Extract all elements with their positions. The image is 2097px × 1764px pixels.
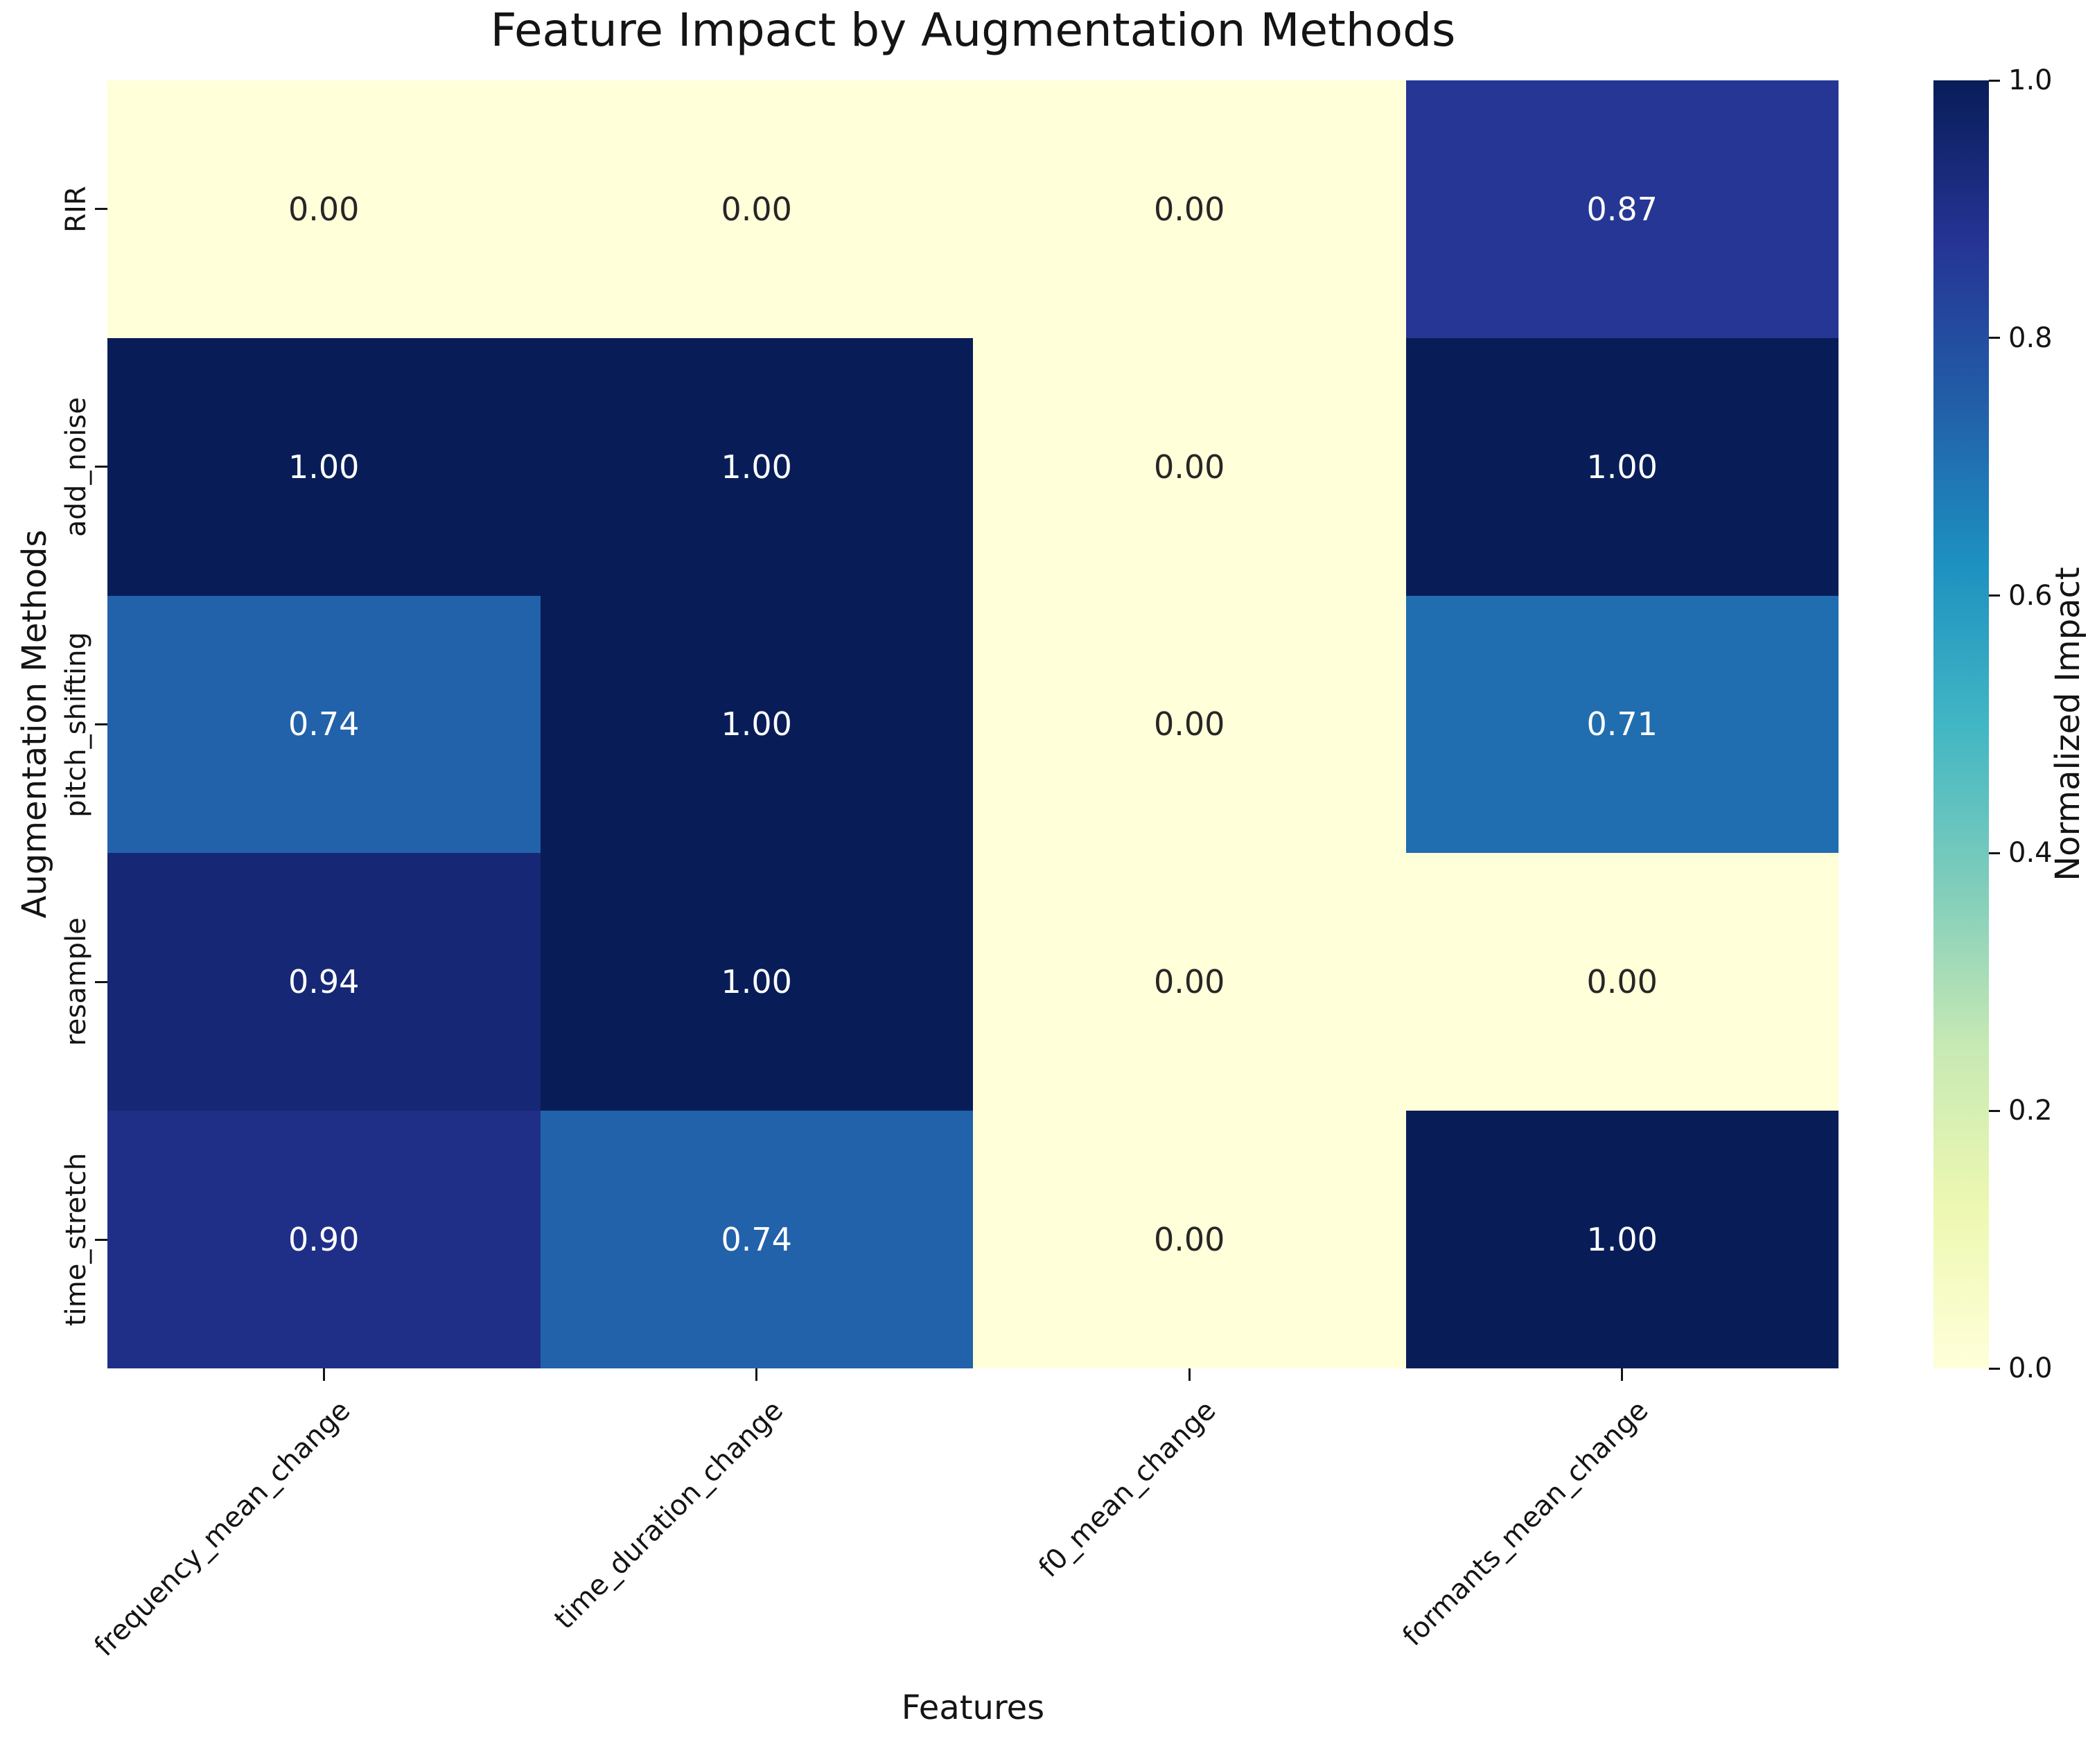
heatmap-cell: 0.74	[107, 595, 541, 854]
cell-value: 0.00	[288, 190, 360, 228]
cell-value: 1.00	[1586, 1221, 1658, 1259]
colorbar-tick	[1989, 337, 2000, 339]
cell-value: 0.87	[1586, 190, 1658, 228]
cell-value: 0.94	[288, 963, 360, 1001]
x-tick	[755, 1368, 758, 1381]
y-tick-label: RIR	[60, 186, 92, 233]
cell-value: 0.00	[1154, 705, 1225, 743]
heatmap-cell: 0.74	[540, 1111, 973, 1368]
heatmap-cell: 1.00	[540, 853, 973, 1111]
x-tick-label: time_duration_change	[548, 1394, 789, 1636]
heatmap-cell: 1.00	[540, 595, 973, 854]
heatmap-cell: 0.00	[973, 1111, 1406, 1368]
cell-value: 0.74	[721, 1221, 792, 1259]
chart-title: Feature Impact by Augmentation Methods	[490, 3, 1456, 57]
heatmap-cell: 1.00	[1405, 1111, 1839, 1368]
heatmap-cell: 0.00	[973, 337, 1406, 596]
colorbar-tick	[1989, 594, 2000, 597]
cell-value: 0.00	[1154, 448, 1225, 486]
heatmap-cell: 0.71	[1405, 595, 1839, 854]
colorbar-tick-label: 0.2	[2008, 1095, 2053, 1127]
heatmap-cell: 0.90	[107, 1111, 541, 1368]
heatmap-cell: 0.87	[1405, 80, 1839, 338]
cell-value: 1.00	[721, 448, 792, 486]
heatmap-cell: 0.00	[107, 80, 541, 338]
x-tick	[1621, 1368, 1624, 1381]
y-tick-label: pitch_shifting	[60, 631, 92, 818]
colorbar-tick	[1989, 79, 2000, 82]
colorbar-tick	[1989, 1109, 2000, 1112]
cell-value: 0.00	[1154, 963, 1225, 1001]
heatmap-cell: 1.00	[540, 337, 973, 596]
y-tick	[95, 723, 107, 725]
y-tick	[95, 466, 107, 468]
colorbar-tick	[1989, 852, 2000, 854]
cell-value: 0.71	[1586, 705, 1658, 743]
cell-value: 0.74	[288, 705, 360, 743]
colorbar-tick-label: 0.4	[2008, 837, 2053, 870]
heatmap-cell: 0.94	[107, 853, 541, 1111]
heatmap-grid: 0.00 0.00 0.00 0.87 1.00 1.00 0.00 1.00 0.74 1.00…	[107, 80, 1839, 1368]
cell-value: 0.90	[288, 1221, 360, 1259]
x-axis-label: Features	[901, 1688, 1045, 1727]
x-tick-label: formants_mean_change	[1396, 1394, 1655, 1652]
heatmap-cell: 0.00	[1405, 853, 1839, 1111]
cell-value: 1.00	[1586, 448, 1658, 486]
colorbar-tick-label: 1.0	[2008, 64, 2053, 96]
y-tick	[95, 208, 107, 211]
y-tick-label: resample	[60, 917, 92, 1047]
heatmap-cell: 1.00	[107, 337, 541, 596]
y-axis-label: Augmentation Methods	[15, 529, 54, 919]
colorbar-tick-label: 0.0	[2008, 1352, 2053, 1384]
y-tick-label: time_stretch	[60, 1153, 92, 1327]
cell-value: 1.00	[721, 963, 792, 1001]
colorbar	[1933, 80, 1989, 1368]
heatmap-cell: 0.00	[973, 595, 1406, 854]
heatmap-cell: 0.00	[973, 853, 1406, 1111]
cell-value: 0.00	[1154, 1221, 1225, 1259]
heatmap-cell: 1.00	[1405, 337, 1839, 596]
cell-value: 1.00	[721, 705, 792, 743]
cell-value: 0.00	[1586, 963, 1658, 1001]
colorbar-gradient	[1933, 80, 1989, 1368]
colorbar-tick-label: 0.8	[2008, 321, 2053, 354]
cell-value: 0.00	[1154, 190, 1225, 228]
x-tick	[322, 1368, 325, 1381]
y-tick	[95, 1238, 107, 1241]
y-tick-label: add_noise	[60, 396, 92, 537]
cell-value: 1.00	[288, 448, 360, 486]
colorbar-tick	[1989, 1367, 2000, 1370]
heatmap-cell: 0.00	[540, 80, 973, 338]
x-tick	[1188, 1368, 1191, 1381]
colorbar-tick-label: 0.6	[2008, 579, 2053, 612]
cell-value: 0.00	[721, 190, 792, 228]
x-tick-label: f0_mean_change	[1033, 1394, 1222, 1584]
x-tick-label: frequency_mean_change	[88, 1394, 357, 1663]
y-tick	[95, 980, 107, 983]
heatmap-cell: 0.00	[973, 80, 1406, 338]
colorbar-label: Normalized Impact	[2048, 567, 2087, 881]
